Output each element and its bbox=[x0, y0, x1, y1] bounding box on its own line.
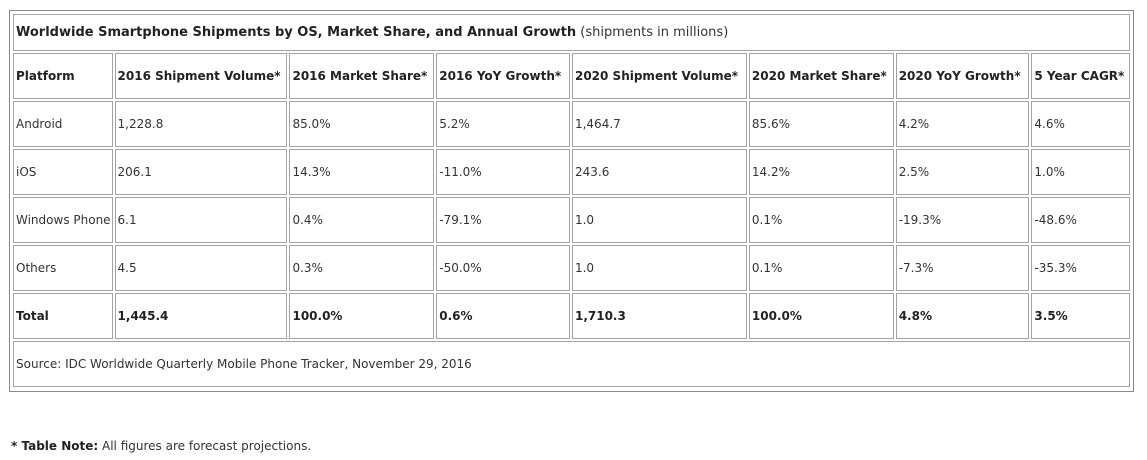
table-row: iOS 206.1 14.3% -11.0% 243.6 14.2% 2.5% … bbox=[13, 149, 1130, 195]
shipments-table: Worldwide Smartphone Shipments by OS, Ma… bbox=[11, 12, 1132, 389]
total-cell: 4.8% bbox=[895, 293, 1030, 339]
table-cell: 1.0 bbox=[571, 245, 747, 291]
table-cell: -19.3% bbox=[895, 197, 1030, 243]
table-row: Others 4.5 0.3% -50.0% 1.0 0.1% -7.3% -3… bbox=[13, 245, 1130, 291]
table-cell: 0.1% bbox=[748, 245, 894, 291]
table-title: Worldwide Smartphone Shipments by OS, Ma… bbox=[13, 14, 1130, 51]
table-cell: 14.3% bbox=[289, 149, 435, 195]
header-cell: 2016 YoY Growth* bbox=[436, 53, 570, 99]
table-cell: 0.1% bbox=[748, 197, 894, 243]
table-cell: Others bbox=[13, 245, 113, 291]
header-cell: 2016 Shipment Volume* bbox=[114, 53, 288, 99]
table-cell: 5.2% bbox=[436, 101, 570, 147]
table-note-label: * Table Note: bbox=[11, 439, 99, 453]
table-cell: 4.5 bbox=[114, 245, 288, 291]
header-cell: 5 Year CAGR* bbox=[1031, 53, 1130, 99]
table-cell: -48.6% bbox=[1031, 197, 1130, 243]
header-cell: 2020 Shipment Volume* bbox=[571, 53, 747, 99]
table-row: Android 1,228.8 85.0% 5.2% 1,464.7 85.6%… bbox=[13, 101, 1130, 147]
table-note-text: All figures are forecast projections. bbox=[102, 439, 312, 453]
title-row: Worldwide Smartphone Shipments by OS, Ma… bbox=[13, 14, 1130, 51]
table-title-note: (shipments in millions) bbox=[580, 25, 729, 40]
table-cell: 4.6% bbox=[1031, 101, 1130, 147]
table-cell: 243.6 bbox=[571, 149, 747, 195]
table-cell: -35.3% bbox=[1031, 245, 1130, 291]
header-cell: Platform bbox=[13, 53, 113, 99]
total-cell: 0.6% bbox=[436, 293, 570, 339]
total-row: Total 1,445.4 100.0% 0.6% 1,710.3 100.0%… bbox=[13, 293, 1130, 339]
table-cell: -7.3% bbox=[895, 245, 1030, 291]
header-cell: 2016 Market Share* bbox=[289, 53, 435, 99]
table-cell: 1.0% bbox=[1031, 149, 1130, 195]
total-cell: 1,710.3 bbox=[571, 293, 747, 339]
table-cell: 0.4% bbox=[289, 197, 435, 243]
table-cell: -50.0% bbox=[436, 245, 570, 291]
table-cell: 2.5% bbox=[895, 149, 1030, 195]
table-cell: -11.0% bbox=[436, 149, 570, 195]
source-row: Source: IDC Worldwide Quarterly Mobile P… bbox=[13, 341, 1130, 387]
total-cell: 100.0% bbox=[748, 293, 894, 339]
source-text: Source: IDC Worldwide Quarterly Mobile P… bbox=[13, 341, 1130, 387]
table-cell: 6.1 bbox=[114, 197, 288, 243]
total-cell: Total bbox=[13, 293, 113, 339]
table-note: * Table Note: All figures are forecast p… bbox=[11, 439, 311, 453]
table-cell: 14.2% bbox=[748, 149, 894, 195]
table-cell: 0.3% bbox=[289, 245, 435, 291]
table-cell: 85.6% bbox=[748, 101, 894, 147]
header-row: Platform 2016 Shipment Volume* 2016 Mark… bbox=[13, 53, 1130, 99]
table-row: Windows Phone 6.1 0.4% -79.1% 1.0 0.1% -… bbox=[13, 197, 1130, 243]
table-cell: 206.1 bbox=[114, 149, 288, 195]
total-cell: 100.0% bbox=[289, 293, 435, 339]
table-cell: 1,228.8 bbox=[114, 101, 288, 147]
table-title-bold: Worldwide Smartphone Shipments by OS, Ma… bbox=[16, 25, 577, 40]
table-frame: Worldwide Smartphone Shipments by OS, Ma… bbox=[9, 10, 1134, 392]
table-cell: iOS bbox=[13, 149, 113, 195]
header-cell: 2020 YoY Growth* bbox=[895, 53, 1030, 99]
table-cell: -79.1% bbox=[436, 197, 570, 243]
header-cell: 2020 Market Share* bbox=[748, 53, 894, 99]
total-cell: 3.5% bbox=[1031, 293, 1130, 339]
total-cell: 1,445.4 bbox=[114, 293, 288, 339]
table-cell: 4.2% bbox=[895, 101, 1030, 147]
table-cell: 1.0 bbox=[571, 197, 747, 243]
table-cell: Windows Phone bbox=[13, 197, 113, 243]
table-cell: Android bbox=[13, 101, 113, 147]
table-cell: 1,464.7 bbox=[571, 101, 747, 147]
table-cell: 85.0% bbox=[289, 101, 435, 147]
